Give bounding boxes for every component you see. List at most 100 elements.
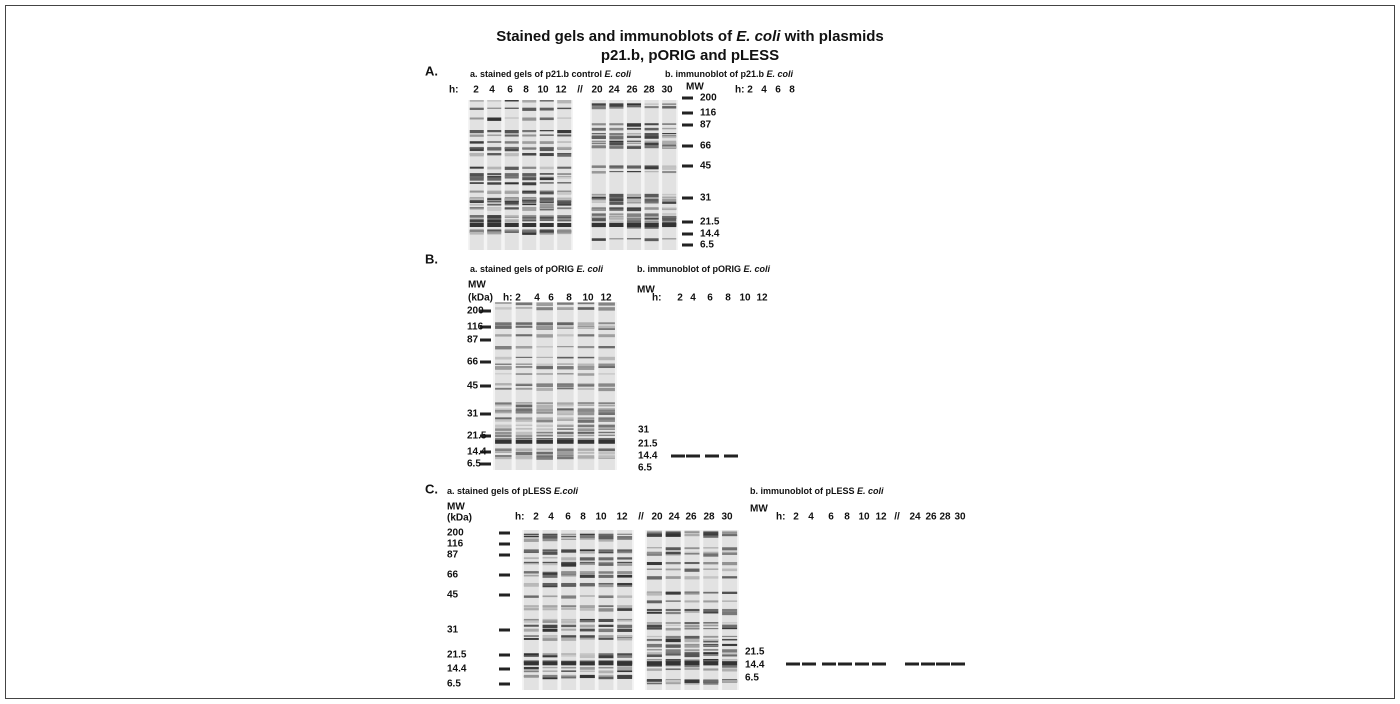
gel-band [543, 638, 558, 641]
gel-band [522, 153, 536, 155]
gel-band [666, 533, 681, 536]
gel-band [617, 653, 632, 655]
gel-band [540, 173, 554, 175]
gel-band [561, 655, 576, 656]
gel-band [617, 539, 632, 540]
gel-band [722, 680, 737, 683]
gel-band [703, 645, 718, 646]
gel-band [647, 562, 662, 565]
gel-band [470, 167, 484, 169]
gel-band [617, 620, 632, 621]
gel-band [599, 667, 614, 668]
lane-label: 26 [685, 512, 697, 523]
lane-label: 28 [703, 512, 715, 523]
hours-prefix: h: [449, 85, 458, 96]
gel-band [598, 405, 615, 407]
gel-band [645, 208, 659, 210]
gel-band [627, 201, 641, 203]
gel-band [487, 173, 501, 175]
gel-band [516, 425, 533, 426]
lane-label: 8 [789, 85, 795, 96]
gel-band [540, 223, 554, 227]
gel-band [495, 373, 512, 374]
gel-band [662, 106, 676, 108]
gel-band [662, 197, 676, 198]
ladder-band [682, 165, 693, 168]
gel-band [580, 661, 595, 665]
gel-band [536, 408, 553, 411]
gel-band [522, 141, 536, 144]
gel-band [666, 636, 681, 639]
gel-band [495, 417, 512, 419]
gel-band [647, 612, 662, 614]
gel-band [703, 569, 718, 570]
gel-band [487, 153, 501, 155]
gel-band [592, 199, 606, 201]
gel-band [580, 635, 595, 638]
lane-label: 26 [626, 85, 638, 96]
gel-band [592, 106, 606, 109]
lane-label: 2 [677, 293, 683, 304]
gel-band [495, 364, 512, 366]
gel-band [524, 620, 539, 622]
gel-band [598, 428, 615, 430]
gel-band [722, 531, 737, 533]
lane-label: 12 [756, 293, 768, 304]
gel-band [722, 636, 737, 637]
gel-band [645, 171, 659, 172]
gel-band [598, 440, 615, 444]
gel-band [557, 192, 571, 195]
gel-band [609, 201, 623, 204]
gel-band [684, 639, 699, 642]
ladder-band [499, 532, 510, 535]
mw-header: MW [750, 504, 768, 515]
gel-band [524, 605, 539, 606]
gel-band [505, 108, 519, 109]
gel-band [645, 133, 659, 136]
gel-band [684, 661, 699, 665]
title-line2: p21.b, pORIG and pLESS [601, 47, 779, 64]
gel-band [557, 118, 571, 119]
gel-band [684, 547, 699, 549]
ladder-band [499, 683, 510, 686]
gel-band [561, 549, 576, 552]
mw-label: 45 [700, 161, 712, 172]
gel-band [627, 106, 641, 107]
caption-part: E. coli [577, 264, 604, 274]
gel-band [722, 533, 737, 535]
gel-band [599, 584, 614, 587]
gel-band [495, 366, 512, 369]
ladder-band [480, 361, 491, 364]
gel-band [599, 655, 614, 658]
gel-band [536, 428, 553, 430]
gel-band [592, 128, 606, 131]
gel-band [522, 223, 536, 227]
gel-band [543, 629, 558, 632]
gel-band [645, 223, 659, 227]
caption: b. immunoblot of pLESS E. coli [750, 486, 884, 496]
gel-band [609, 136, 623, 139]
gel-band [557, 153, 571, 154]
gel-band [647, 661, 662, 665]
gel-band [647, 569, 662, 570]
mw-label: 14.4 [745, 660, 765, 671]
mw-label: 116 [700, 108, 717, 119]
gel-band [722, 652, 737, 654]
gel-band [599, 625, 614, 627]
gel-band [505, 134, 519, 136]
mw-label: 6.5 [467, 459, 481, 470]
gel-band [647, 552, 662, 555]
gel-band [524, 655, 539, 656]
gel-band [627, 238, 641, 239]
lane-label: 10 [858, 512, 870, 523]
ladder-band [682, 97, 693, 100]
gel-band [599, 675, 614, 677]
gel-band [592, 136, 606, 139]
gel-band [684, 600, 699, 602]
gel-band [536, 440, 553, 444]
gel-band [598, 334, 615, 337]
gel-band [470, 229, 484, 231]
gel-band [627, 220, 641, 223]
gel-band [666, 569, 681, 571]
gel-band [627, 208, 641, 211]
